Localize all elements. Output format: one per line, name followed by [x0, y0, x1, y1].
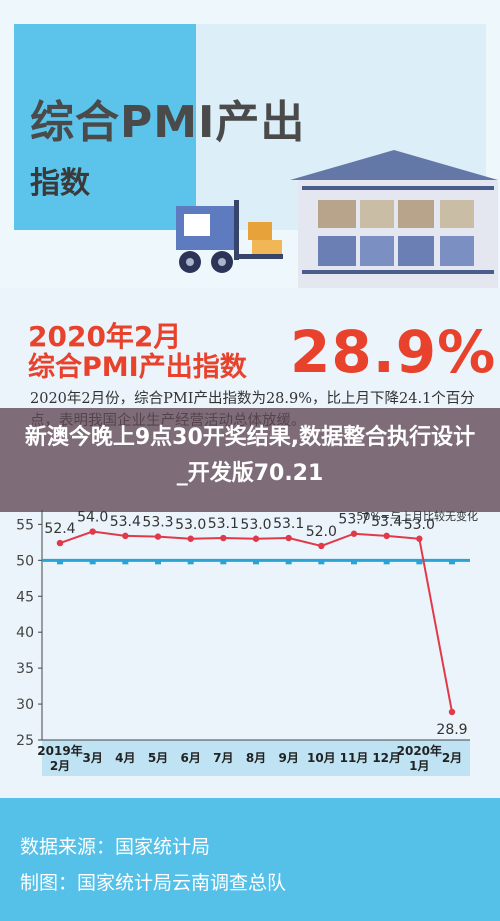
series-line [59, 530, 453, 713]
reference-marker [253, 560, 259, 565]
data-point [187, 535, 194, 542]
headline-value: 28.9% [290, 318, 497, 386]
reference-marker [318, 560, 325, 565]
y-tick-label: 25 [16, 733, 34, 749]
data-label: 53.1 [273, 516, 304, 532]
data-point [383, 532, 390, 540]
data-label: 53.1 [208, 516, 239, 532]
x-tick-label: 1月 [409, 759, 429, 773]
reference-marker [285, 560, 292, 565]
data-label: 53.7 [338, 512, 369, 528]
x-tick-label: 7月 [213, 751, 233, 765]
shelf-icon [290, 150, 498, 288]
reference-marker [449, 560, 455, 565]
legend-text: 50%=与上月比较无变化 [356, 509, 478, 523]
y-tick-label: 45 [16, 589, 34, 605]
reference-marker [89, 560, 96, 565]
reference-marker [416, 560, 423, 565]
data-label: 53.4 [110, 514, 141, 530]
y-tick-label: 30 [16, 697, 34, 713]
header-accent-block [14, 24, 196, 230]
data-label: 53.0 [404, 517, 435, 533]
footer-band [0, 798, 500, 921]
x-tick-label: 2月 [442, 751, 462, 765]
data-point [220, 534, 227, 542]
data-label: 28.9 [436, 722, 467, 738]
data-label: 52.4 [44, 521, 75, 537]
overlay-band [0, 408, 500, 512]
data-point [252, 535, 260, 542]
x-tick-label: 3月 [82, 751, 102, 765]
data-point [122, 532, 129, 540]
y-tick-label: 35 [16, 661, 34, 677]
data-point [416, 535, 423, 542]
y-tick-label: 50 [16, 553, 34, 569]
data-point [285, 534, 292, 542]
x-axis-band [42, 740, 470, 776]
x-tick-label: 12月 [372, 751, 401, 765]
data-label: 54.0 [77, 510, 108, 526]
x-tick-label: 2月 [50, 759, 70, 773]
x-tick-label: 10月 [307, 751, 336, 765]
data-label: 53.3 [142, 515, 173, 531]
data-label: 53.4 [371, 514, 402, 530]
x-tick-label: 4月 [115, 751, 135, 765]
warehouse-illustration [176, 24, 498, 288]
reference-marker [187, 560, 194, 565]
header-title: 综合PMI产出 [30, 97, 306, 148]
headline-date: 2020年2月 [28, 320, 182, 353]
footer-maker: 制图：国家统计局云南调查总队 [20, 872, 287, 894]
data-label: 53.0 [240, 517, 271, 533]
data-label: 53.0 [175, 517, 206, 533]
x-tick-label: 8月 [246, 751, 266, 765]
y-tick-label: 55 [16, 517, 34, 533]
data-point [448, 708, 456, 716]
overlay-title[interactable]: 新澳今晚上9点30开奖结果,数据整合执行设计_开发版70.21 [24, 425, 476, 486]
y-tick-label: 40 [16, 625, 34, 641]
x-tick-label: 6月 [180, 751, 200, 765]
reference-marker [220, 560, 227, 565]
headline-subtitle: 综合PMI产出指数 [28, 352, 247, 383]
data-point [89, 528, 96, 535]
reference-marker [155, 560, 161, 565]
reference-marker [57, 560, 63, 565]
reference-marker [351, 560, 357, 565]
data-point [154, 533, 162, 540]
x-tick-label: 9月 [278, 751, 298, 765]
header-subtitle: 指数 [30, 166, 90, 201]
x-tick-label: 5月 [148, 751, 168, 765]
data-point [318, 542, 325, 550]
reference-marker [383, 560, 390, 565]
forklift-icon [176, 200, 283, 273]
x-tick-label: 2019年 [37, 743, 82, 758]
data-point [56, 539, 64, 547]
x-tick-label: 2020年 [397, 743, 442, 758]
data-point [350, 530, 358, 537]
data-label: 52.0 [306, 524, 337, 540]
footer-source: 数据来源：国家统计局 [20, 836, 211, 858]
reference-marker [122, 560, 129, 565]
x-tick-label: 11月 [340, 751, 369, 765]
